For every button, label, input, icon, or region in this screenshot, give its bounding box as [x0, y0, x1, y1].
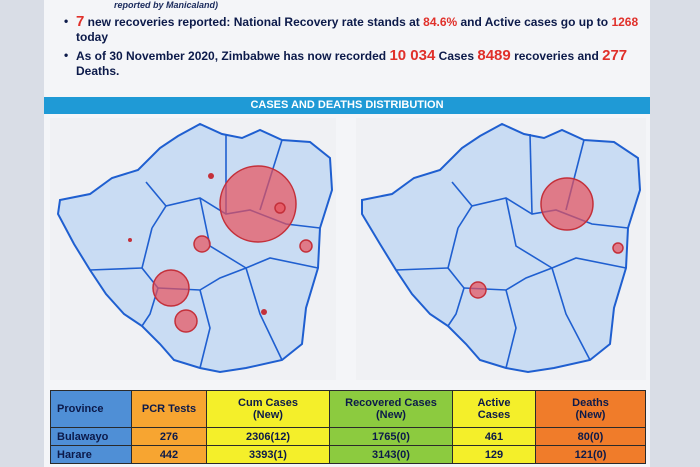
bubble-harare [219, 165, 297, 243]
bullet-recoveries: • 7 new recoveries reported: National Re… [64, 13, 639, 44]
summary-bullets: reported by Manicaland) • 7 new recoveri… [64, 0, 644, 82]
deaths-map-svg [361, 122, 642, 374]
bullet-dot-icon: • [64, 14, 69, 28]
province-stats-table: Province PCR Tests Cum Cases (New) Recove… [50, 390, 646, 464]
zimbabwe-outline [361, 122, 642, 374]
report-sheet: reported by Manicaland) • 7 new recoveri… [44, 0, 650, 467]
bubble-manicaland [299, 239, 313, 253]
bubble-bulawayo [469, 281, 487, 299]
bubble-bulawayo [152, 269, 190, 307]
table-row: Harare 442 3393(1) 3143(0) 129 121(0) [50, 445, 646, 464]
recovery-rate: 84.6% [423, 15, 458, 29]
total-recoveries: 8489 [477, 47, 511, 64]
case-bubbles [152, 165, 313, 333]
active-cases: 1268 [611, 15, 639, 29]
col-active: Active Cases [452, 390, 536, 428]
new-recoveries-count: 7 [76, 13, 85, 30]
col-province: Province [50, 390, 132, 428]
table-header-row: Province PCR Tests Cum Cases (New) Recove… [50, 390, 646, 428]
total-cases: 10 034 [389, 47, 436, 64]
bubble-mash-west [193, 235, 211, 253]
col-pcr-tests: PCR Tests [131, 390, 207, 428]
col-recovered: Recovered Cases (New) [329, 390, 453, 428]
bubble-mash-east [274, 202, 286, 214]
cases-map-svg [56, 122, 334, 374]
bullet-totals: • As of 30 November 2020, Zimbabwe has n… [64, 47, 628, 78]
header-note: reported by Manicaland) [114, 0, 219, 10]
bubble-midlands [174, 309, 198, 333]
bubble-manicaland [612, 242, 624, 254]
cases-map [50, 118, 336, 380]
col-cum-cases: Cum Cases (New) [206, 390, 330, 428]
bullet-dot-icon: • [64, 48, 69, 62]
small-points [128, 173, 267, 315]
death-bubbles [469, 177, 624, 299]
total-deaths: 277 [602, 47, 628, 64]
col-deaths: Deaths (New) [535, 390, 646, 428]
bubble-harare [540, 177, 594, 231]
province-borders [395, 133, 629, 369]
deaths-map [356, 118, 646, 380]
section-banner: CASES AND DEATHS DISTRIBUTION [44, 97, 650, 114]
table-row: Bulawayo 276 2306(12) 1765(0) 461 80(0) [50, 427, 646, 446]
